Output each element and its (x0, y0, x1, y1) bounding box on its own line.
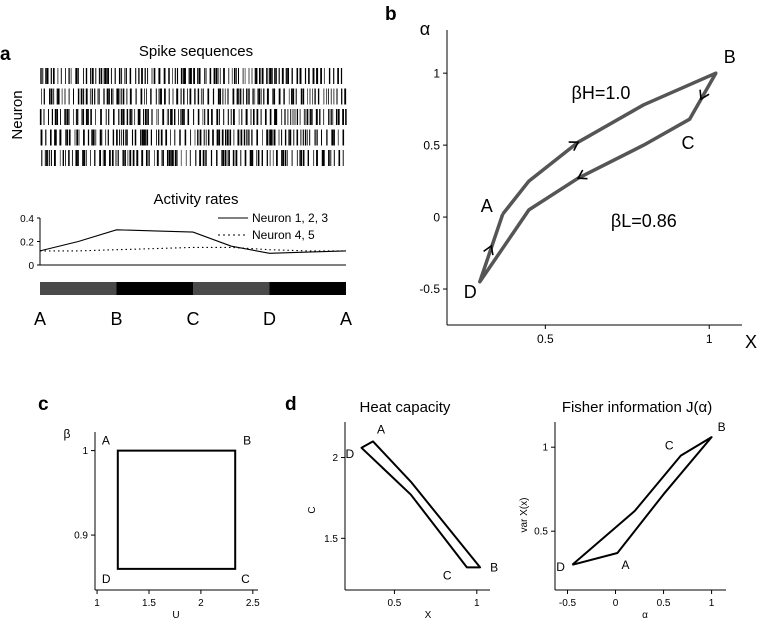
d1-point-label: A (377, 422, 385, 436)
x-tick-label: 0.5 (537, 332, 554, 346)
d2-ylabel: var X(x) (519, 498, 530, 533)
state-label: A (340, 309, 352, 329)
cycle-plot-c: 1 1.5 2 2.5 0.9 1 Uβ A B C D (64, 427, 261, 621)
d2-point-label: A (621, 558, 629, 572)
y-tick-label: 0.5 (534, 527, 548, 538)
c-point-label: A (102, 434, 110, 448)
d1-ylabel: C (307, 506, 318, 513)
panel-label-a: a (0, 44, 11, 65)
y-tick-label: 2 (332, 453, 338, 464)
x-tick-label: 0.5 (657, 598, 671, 609)
y-tick-label: 0 (433, 210, 440, 224)
b-cycle-line (478, 71, 718, 284)
d1-cycle-line (360, 440, 482, 569)
b-annotation: βH=1.0 (572, 83, 631, 103)
fisher-plot: -0.5 0 0.5 1 0.5 1 α var X(x) A B C D (519, 420, 726, 621)
y-tick-label: 1 (542, 443, 548, 454)
c-point-label: D (102, 572, 111, 586)
y-tick-label: 1 (82, 446, 88, 457)
d2-point-label: D (556, 560, 565, 574)
c-point-label: B (243, 434, 251, 448)
b-annotation: βL=0.86 (611, 211, 677, 231)
legend-label: Neuron 1, 2, 3 (252, 211, 328, 225)
rates-y-tick-label: 0.4 (20, 214, 34, 225)
direction-arrow (483, 244, 494, 256)
d1-point-label: C (443, 568, 452, 582)
rates-y-tick-label: 0.2 (20, 238, 34, 249)
c-point-label: C (241, 572, 250, 586)
c-ylabel: β (64, 427, 71, 441)
state-segment (40, 282, 117, 295)
x-tick-label: 1 (709, 598, 715, 609)
y-tick-label: 1 (433, 66, 440, 80)
panel-label-b: b (385, 4, 397, 25)
y-tick-label: -0.5 (419, 282, 440, 296)
d2-point-label: C (665, 439, 674, 453)
x-tick-label: 0.5 (387, 598, 401, 609)
b-xlabel: X (745, 332, 757, 352)
d1-point-label: D (345, 447, 354, 461)
y-tick-label: 0.5 (423, 138, 440, 152)
rates-series-line-1 (39, 229, 347, 254)
panel-label-c: c (38, 394, 49, 415)
d2-cycle-line (571, 436, 713, 566)
d1-point-label: B (490, 560, 498, 574)
direction-arrow (568, 141, 580, 151)
b-point-label: A (481, 196, 493, 216)
c-cycle-line (116, 449, 237, 570)
d1-xlabel: X (425, 610, 432, 621)
heat-title: Heat capacity (360, 399, 451, 416)
direction-arrow (576, 169, 588, 180)
direction-arrow (699, 89, 710, 101)
rates-plot: 0 0.2 0.4 Neuron 1, 2, 3 Neuron 4, 5 A B C D A (20, 211, 352, 329)
spike-raster (39, 68, 347, 166)
legend-label: Neuron 4, 5 (252, 228, 315, 242)
state-segment (116, 282, 193, 295)
x-tick-label: 1 (474, 598, 480, 609)
x-tick-label: 0 (613, 598, 619, 609)
d2-point-label: B (718, 420, 726, 434)
b-point-label: D (464, 282, 477, 302)
heat-capacity-plot: 0.5 1 1.5 2 X C A B C D (307, 422, 498, 621)
d2-xlabel: α (642, 610, 648, 621)
x-tick-label: -0.5 (559, 598, 577, 609)
state-label: D (263, 309, 276, 329)
b-point-label: B (724, 47, 736, 67)
b-point-label: C (682, 133, 695, 153)
state-segment (193, 282, 270, 295)
raster-title: Spike sequences (139, 43, 253, 60)
state-label: A (34, 309, 46, 329)
y-tick-label: 1.5 (324, 534, 338, 545)
x-tick-label: 1 (706, 332, 713, 346)
y-tick-label: 0.9 (74, 531, 88, 542)
state-label: B (110, 309, 122, 329)
state-label: C (187, 309, 200, 329)
b-ylabel: α (420, 19, 430, 39)
rates-series-line-2 (40, 246, 346, 252)
rates-y-tick-label: 0 (28, 261, 34, 272)
fisher-title: Fisher information J(α) (562, 399, 712, 416)
x-tick-label: 1 (94, 598, 100, 609)
rates-title: Activity rates (153, 191, 238, 208)
c-xlabel: U (172, 610, 179, 621)
x-tick-label: 1.5 (142, 598, 156, 609)
raster-ylabel: Neuron (9, 90, 26, 139)
x-tick-label: 2.5 (246, 598, 260, 609)
state-segment (269, 282, 346, 295)
panel-label-d: d (285, 394, 297, 415)
cycle-plot-b: 0.5 1 -0.5 0 0.5 1 Xα A B C DβH=1.0 βL=0.86 (419, 19, 757, 352)
x-tick-label: 2 (198, 598, 204, 609)
